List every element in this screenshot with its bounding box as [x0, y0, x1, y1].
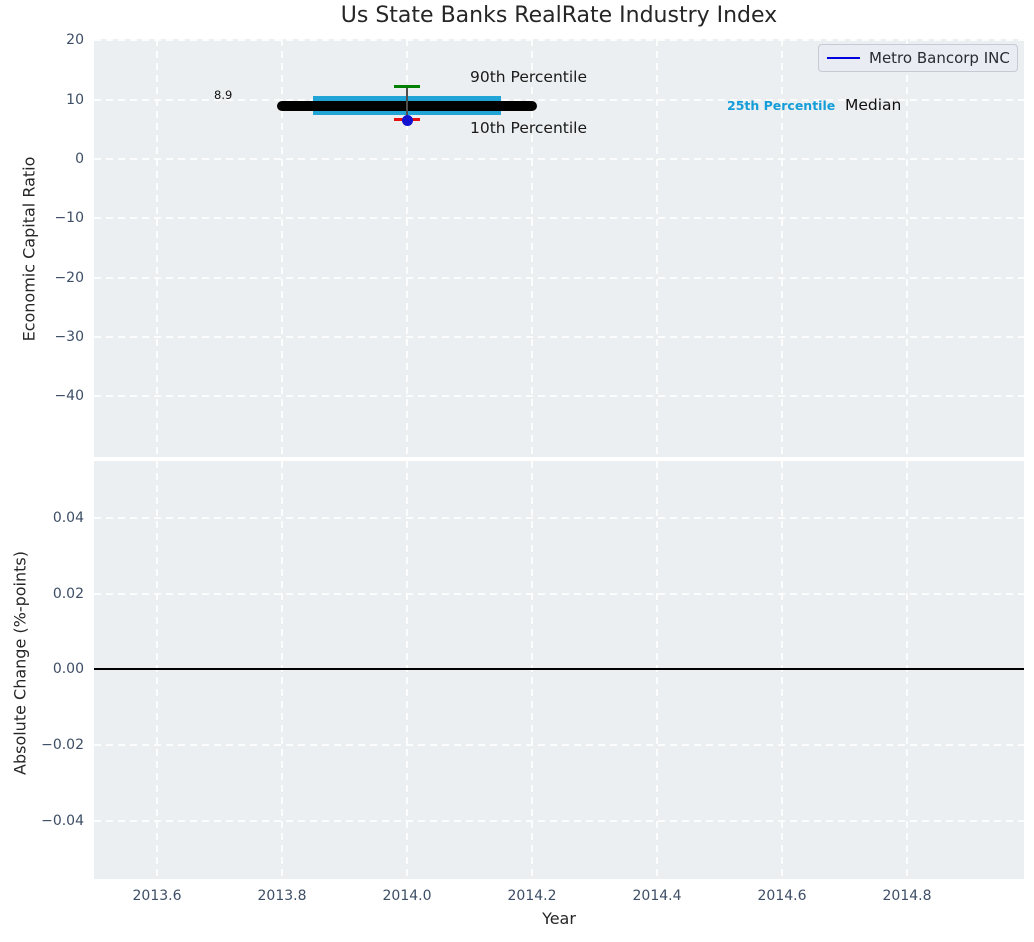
median-annotation: Median: [845, 96, 902, 114]
x-gridline: [781, 39, 783, 457]
x-tick-label: 2014.8: [882, 888, 932, 904]
y-gridline: [94, 744, 1024, 747]
x-gridline: [906, 39, 908, 457]
x-gridline: [531, 39, 533, 457]
legend: Metro Bancorp INC: [818, 44, 1018, 72]
y-gridline: [94, 98, 1024, 101]
bottom-y-axis-label: Absolute Change (%-points): [10, 551, 30, 775]
errorbar-stem: [406, 86, 408, 121]
legend-line-sample: [827, 56, 860, 60]
p25-annotation: 25th Percentile: [727, 98, 836, 113]
chart-title: Us State Banks RealRate Industry Index: [340, 3, 778, 28]
x-tick-label: 2014.2: [507, 888, 557, 904]
y-gridline: [94, 516, 1024, 519]
x-tick-label: 2013.6: [132, 888, 182, 904]
y-tick-label: −40: [54, 388, 84, 405]
x-axis-label: Year: [542, 909, 576, 928]
y-gridline: [94, 217, 1024, 220]
p10-annotation: 10th Percentile: [470, 119, 588, 137]
y-tick-label: 0.02: [52, 585, 84, 602]
y-tick-label: −20: [54, 269, 84, 286]
x-gridline: [406, 39, 408, 457]
y-tick-label: 20: [66, 32, 84, 49]
y-tick-label: 10: [66, 91, 84, 108]
x-gridline: [281, 39, 283, 457]
y-gridline: [94, 39, 1024, 42]
y-tick-label: −0.04: [41, 813, 84, 830]
legend-label: Metro Bancorp INC: [869, 49, 1010, 67]
y-gridline: [94, 592, 1024, 595]
p90-annotation: 90th Percentile: [470, 68, 588, 86]
x-tick-label: 2013.8: [257, 888, 307, 904]
x-tick-label: 2014.6: [757, 888, 807, 904]
x-tick-label: 2014.4: [632, 888, 682, 904]
top-plot-area: [94, 39, 1024, 457]
y-gridline: [94, 336, 1024, 339]
x-gridline: [656, 39, 658, 457]
median-value-label: 8.9: [214, 88, 233, 102]
y-tick-label: 0: [75, 150, 84, 167]
y-gridline: [94, 276, 1024, 279]
y-tick-label: −30: [54, 329, 84, 346]
y-gridline: [94, 157, 1024, 160]
p90-cap: [394, 85, 420, 88]
top-y-axis-label: Economic Capital Ratio: [19, 156, 39, 342]
company-marker-dot: [401, 114, 413, 126]
x-gridline: [156, 39, 158, 457]
y-gridline: [94, 820, 1024, 823]
zero-line: [94, 668, 1024, 671]
y-tick-label: 0.04: [52, 509, 84, 526]
y-gridline: [94, 395, 1024, 398]
y-tick-label: −0.02: [41, 737, 84, 754]
y-tick-label: 0.00: [52, 661, 84, 678]
y-tick-label: −10: [54, 210, 84, 227]
x-tick-label: 2014.0: [382, 888, 432, 904]
